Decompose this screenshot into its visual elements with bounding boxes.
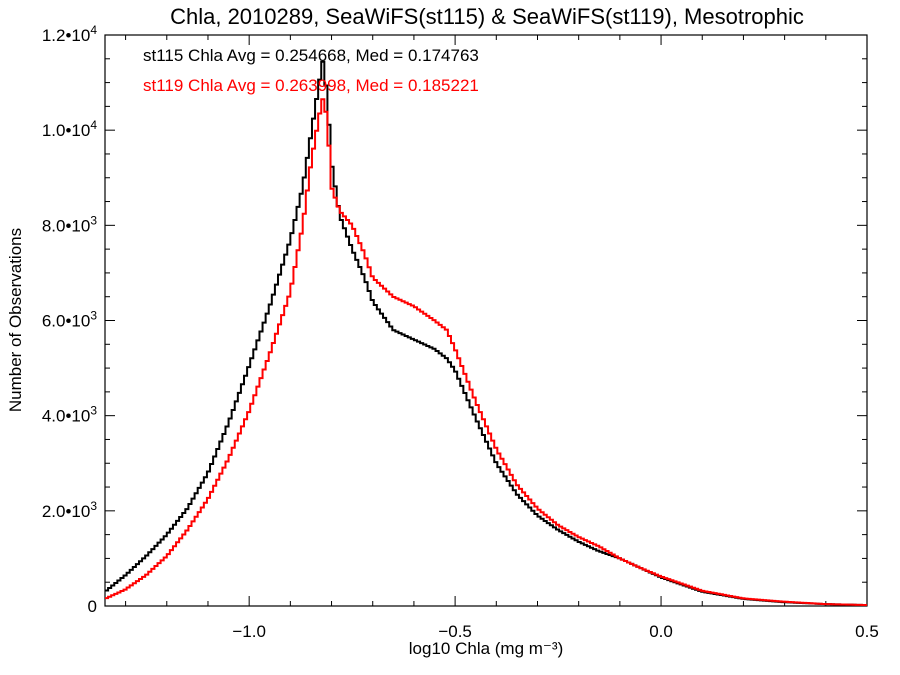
series-st115-line [105, 60, 867, 607]
y-tick-label: 8.0•103 [42, 213, 98, 235]
annotation-st119: st119 Chla Avg = 0.263998, Med = 0.18522… [143, 76, 479, 95]
chart-title: Chla, 2010289, SeaWiFS(st115) & SeaWiFS(… [170, 4, 804, 29]
y-axis: 0 2.0•103 4.0•103 6.0•103 8.0•103 1.0•104 1.2•… [42, 23, 867, 616]
y-tick-label: 1.2•104 [42, 23, 98, 45]
y-tick-label: 4.0•103 [42, 404, 98, 426]
series-st119-line [105, 98, 867, 607]
y-tick-label: 6.0•103 [42, 309, 98, 331]
y-tick-label: 1.0•104 [42, 118, 98, 140]
x-tick-label: 0.0 [649, 622, 673, 641]
x-tick-label: −1.0 [232, 622, 266, 641]
y-tick-label: 0 [88, 597, 97, 616]
x-tick-label: 0.5 [855, 622, 879, 641]
annotation-st115: st115 Chla Avg = 0.254668, Med = 0.17476… [143, 46, 479, 65]
plot-area-frame [104, 34, 868, 607]
x-tick-label: −0.5 [438, 622, 472, 641]
y-tick-label: 2.0•103 [42, 499, 98, 521]
x-axis-label: log10 Chla (mg m⁻³) [409, 639, 563, 658]
y-axis-label: Number of Observations [6, 228, 25, 412]
x-axis: −1.0 −0.5 0.0 0.5 [125, 35, 879, 641]
series-layer [105, 60, 867, 607]
